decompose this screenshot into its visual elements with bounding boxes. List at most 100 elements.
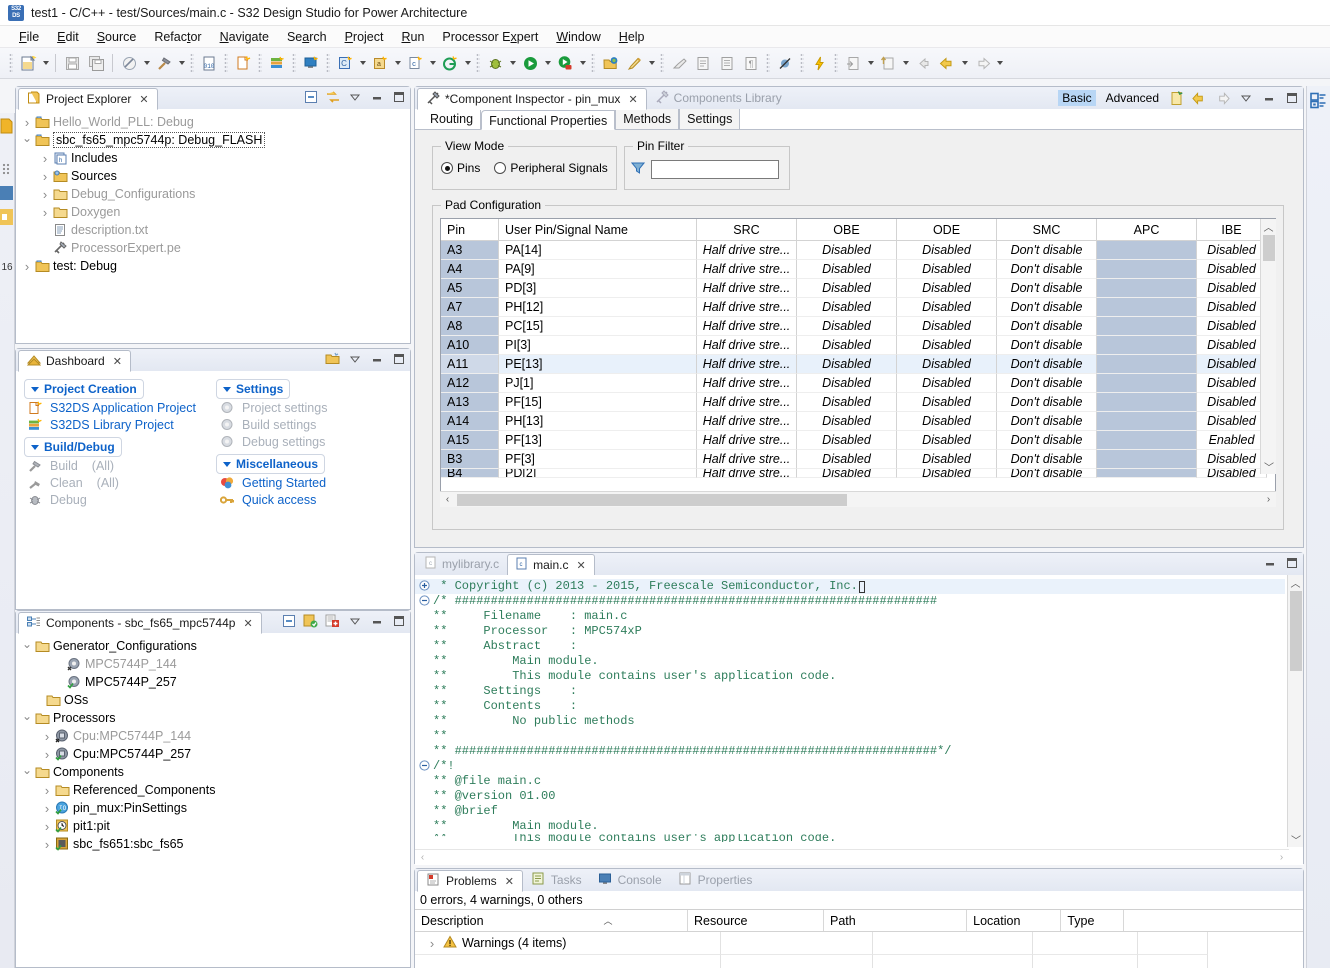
code-line[interactable]: ** Main module. <box>415 654 1285 669</box>
last-edit-location-icon[interactable] <box>876 51 900 75</box>
table-cell-src[interactable]: Half drive stre... <box>697 317 797 336</box>
table-cell-pin[interactable]: A5 <box>441 279 499 298</box>
dashboard-group-header[interactable]: Settings <box>216 379 291 399</box>
table-cell-pin[interactable]: A13 <box>441 393 499 412</box>
maximize-icon[interactable] <box>391 89 406 104</box>
chevron-right-icon[interactable] <box>40 801 54 816</box>
problems-cell-resource[interactable] <box>721 932 873 954</box>
fold-collapse-icon[interactable] <box>415 594 433 609</box>
menu-search[interactable]: Search <box>286 29 327 44</box>
table-cell-ibe[interactable]: Disabled <box>1197 393 1267 412</box>
chevron-right-icon[interactable] <box>425 936 439 951</box>
table-cell-ode[interactable]: Disabled <box>897 355 997 374</box>
chevron-down-icon[interactable] <box>223 386 231 392</box>
radio-peripheral-signals-icon[interactable] <box>494 162 507 174</box>
add-component-icon[interactable] <box>325 613 340 628</box>
table-cell-ode[interactable]: Disabled <box>897 336 997 355</box>
table-cell-ode[interactable]: Disabled <box>897 374 997 393</box>
tab-mylibrary-c[interactable]: c mylibrary.c <box>417 553 507 575</box>
scroll-right-icon[interactable]: › <box>1266 494 1271 505</box>
table-cell-apc[interactable] <box>1097 431 1197 450</box>
tree-item[interactable]: test: Debug <box>16 257 410 275</box>
menu-edit[interactable]: Edit <box>57 29 79 44</box>
inspector-tab-settings[interactable]: Settings <box>679 109 741 129</box>
tab-problems[interactable]: Problems ✕ <box>417 870 523 892</box>
menu-window[interactable]: Window <box>556 29 601 44</box>
table-row[interactable]: A15 PF[13] Half drive stre... Disabled Disab… <box>441 431 1275 450</box>
perspective-grip-icon[interactable] <box>2 163 14 180</box>
table-cell-obe[interactable]: Disabled <box>797 431 897 450</box>
table-cell-apc[interactable] <box>1097 298 1197 317</box>
toolbar-grip[interactable] <box>9 53 13 73</box>
table-row[interactable]: A4 PA[9] Half drive stre... Disabled Disable… <box>441 260 1275 279</box>
skip-breakpoints-icon[interactable] <box>773 51 797 75</box>
maximize-icon[interactable] <box>1284 91 1299 106</box>
table-cell-apc[interactable] <box>1097 279 1197 298</box>
tree-item[interactable]: Sources <box>16 167 410 185</box>
table-cell-src[interactable]: Half drive stre... <box>697 355 797 374</box>
chevron-down-icon[interactable] <box>20 639 34 653</box>
new-c-project-icon[interactable]: C <box>333 51 357 75</box>
table-cell-ode[interactable]: Disabled <box>897 241 997 260</box>
tree-item[interactable]: Generator_Configurations <box>16 637 410 655</box>
problems-row[interactable]: Warnings (4 items) <box>415 932 1303 954</box>
new-file-dropdown-icon[interactable] <box>40 51 51 75</box>
hammer-dropdown-icon[interactable] <box>176 51 187 75</box>
table-cell-src[interactable]: Half drive stre... <box>697 260 797 279</box>
save-icon[interactable] <box>60 51 84 75</box>
close-icon[interactable]: ✕ <box>576 559 586 572</box>
menu-project[interactable]: Project <box>344 29 384 44</box>
maximize-icon[interactable] <box>391 351 406 366</box>
table-cell-smc[interactable]: Don't disable <box>997 412 1097 431</box>
table-cell-ibe[interactable]: Disabled <box>1197 260 1267 279</box>
table-row[interactable]: A11 PE[13] Half drive stre... Disabled Disab… <box>441 355 1275 374</box>
menu-refactor[interactable]: Refactor <box>154 29 202 44</box>
table-cell-pin[interactable]: B4 <box>441 469 499 478</box>
table-cell-pin[interactable]: B3 <box>441 450 499 469</box>
toolbar-grip[interactable] <box>660 53 664 73</box>
table-cell-name[interactable]: PF[3] <box>499 450 697 469</box>
table-cell-ibe[interactable]: Disabled <box>1197 298 1267 317</box>
vscroll-thumb[interactable] <box>1263 235 1275 261</box>
table-cell-apc[interactable] <box>1097 450 1197 469</box>
scroll-down-icon[interactable]: ﹀ <box>1264 463 1274 474</box>
column-header-ibe[interactable]: IBE <box>1197 219 1267 241</box>
close-icon[interactable]: ✕ <box>243 617 253 630</box>
table-cell-obe[interactable]: Disabled <box>797 355 897 374</box>
table-cell-ibe[interactable]: Disabled <box>1197 355 1267 374</box>
table-cell-src[interactable]: Half drive stre... <box>697 336 797 355</box>
maximize-icon[interactable] <box>391 613 406 628</box>
pad-table-hscrollbar[interactable]: ‹ › <box>440 491 1276 507</box>
tree-item[interactable]: h Includes <box>16 149 410 167</box>
table-cell-smc[interactable]: Don't disable <box>997 355 1097 374</box>
tree-item[interactable]: Processors <box>16 709 410 727</box>
code-line[interactable]: ** Main module. <box>415 819 1285 834</box>
chevron-right-icon[interactable] <box>38 187 52 202</box>
table-row[interactable]: A10 PI[3] Half drive stre... Disabled Disabl… <box>441 336 1275 355</box>
table-cell-pin[interactable]: A3 <box>441 241 499 260</box>
tree-item[interactable]: pit1:pit <box>16 817 410 835</box>
table-cell-obe[interactable]: Disabled <box>797 412 897 431</box>
code-area[interactable]: * Copyright (c) 2013 - 2015, Freescale S… <box>415 579 1285 843</box>
menu-processor-expert[interactable]: Processor Expert <box>442 29 539 44</box>
table-row[interactable]: A8 PC[15] Half drive stre... Disabled Disabl… <box>441 317 1275 336</box>
table-cell-apc[interactable] <box>1097 260 1197 279</box>
code-line[interactable]: /*! <box>415 759 1285 774</box>
table-cell-pin[interactable]: A14 <box>441 412 499 431</box>
toolbar-grip[interactable] <box>190 53 194 73</box>
problems-column-location[interactable]: Location <box>967 910 1062 931</box>
table-cell-src[interactable]: Half drive stre... <box>697 450 797 469</box>
new-window-icon[interactable] <box>299 51 323 75</box>
toolbar-grip[interactable] <box>800 53 804 73</box>
forward-arrow-icon[interactable] <box>970 51 994 75</box>
code-line[interactable]: ** Processor : MPC574xP <box>415 624 1285 639</box>
code-line[interactable]: ** No public methods <box>415 714 1285 729</box>
code-line[interactable]: /* #####################################… <box>415 594 1285 609</box>
export-doc-icon[interactable] <box>691 51 715 75</box>
table-cell-pin[interactable]: A11 <box>441 355 499 374</box>
tab-console[interactable]: Console <box>590 869 670 891</box>
outline-view-icon[interactable] <box>1309 92 1328 112</box>
new-project-icon[interactable] <box>231 51 255 75</box>
new-source-file-icon[interactable]: c <box>403 51 427 75</box>
problems-column-path[interactable]: Path <box>824 910 968 931</box>
